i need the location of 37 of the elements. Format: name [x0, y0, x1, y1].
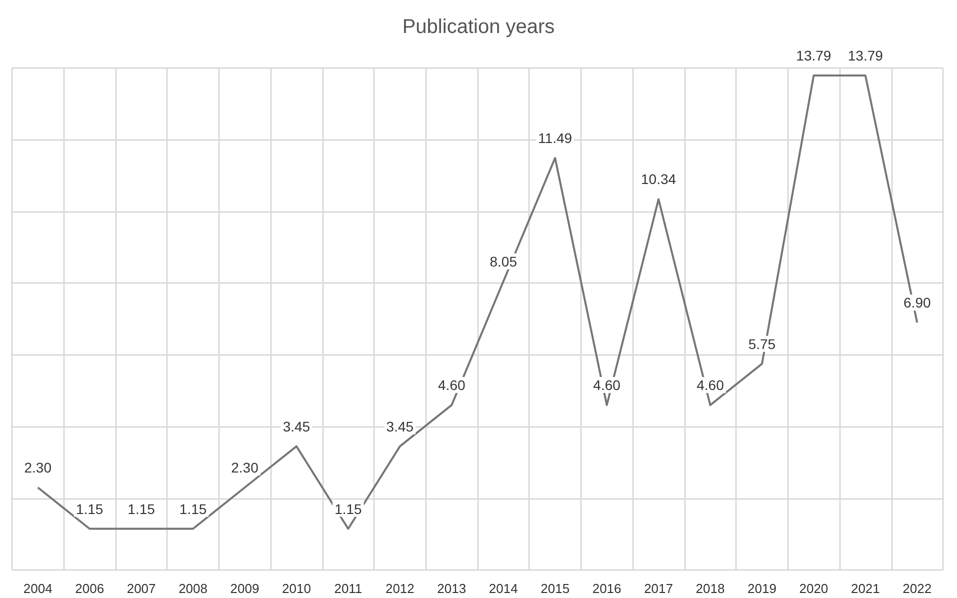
x-tick-label: 2018 — [696, 581, 725, 596]
x-tick-label: 2015 — [540, 581, 570, 596]
data-label: 5.75 — [748, 336, 776, 352]
data-label: 1.15 — [76, 500, 104, 517]
data-label: 1.15 — [179, 500, 207, 517]
data-label: 6.90 — [904, 294, 931, 311]
x-tick-label: 2014 — [488, 581, 518, 596]
x-tick-label: 2017 — [644, 581, 673, 596]
x-tick-label: 2012 — [385, 581, 414, 596]
data-label: 13.79 — [796, 48, 832, 64]
data-label: 2.30 — [24, 460, 52, 476]
x-tick-label: 2008 — [178, 581, 208, 596]
data-label: 1.15 — [128, 500, 156, 517]
data-label: 4.60 — [696, 377, 724, 394]
x-tick-label: 2022 — [902, 581, 932, 596]
data-label: 2.30 — [231, 460, 259, 476]
x-tick-label: 2016 — [592, 581, 622, 596]
data-label: 11.49 — [538, 130, 572, 146]
x-tick-label: 2007 — [126, 581, 156, 596]
data-label: 4.60 — [593, 377, 621, 394]
data-label: 4.60 — [438, 377, 466, 394]
x-tick-label: 2019 — [748, 581, 776, 596]
data-label: 8.05 — [490, 253, 518, 270]
data-label: 3.45 — [282, 418, 310, 434]
x-tick-label: 2010 — [282, 581, 311, 596]
x-tick-label: 2004 — [23, 581, 52, 596]
data-label: 10.34 — [641, 171, 676, 188]
x-tick-label: 2020 — [799, 581, 828, 596]
data-label: 1.15 — [334, 500, 362, 517]
x-tick-label: 2006 — [75, 581, 104, 596]
x-tick-label: 2009 — [230, 581, 260, 596]
x-tick-label: 2011 — [334, 581, 362, 596]
x-tick-label: 2021 — [850, 581, 880, 596]
data-label: 3.45 — [386, 418, 414, 434]
chart-title: Publication years — [402, 16, 555, 38]
data-label: 13.79 — [848, 48, 884, 64]
x-tick-label: 2013 — [437, 581, 466, 596]
